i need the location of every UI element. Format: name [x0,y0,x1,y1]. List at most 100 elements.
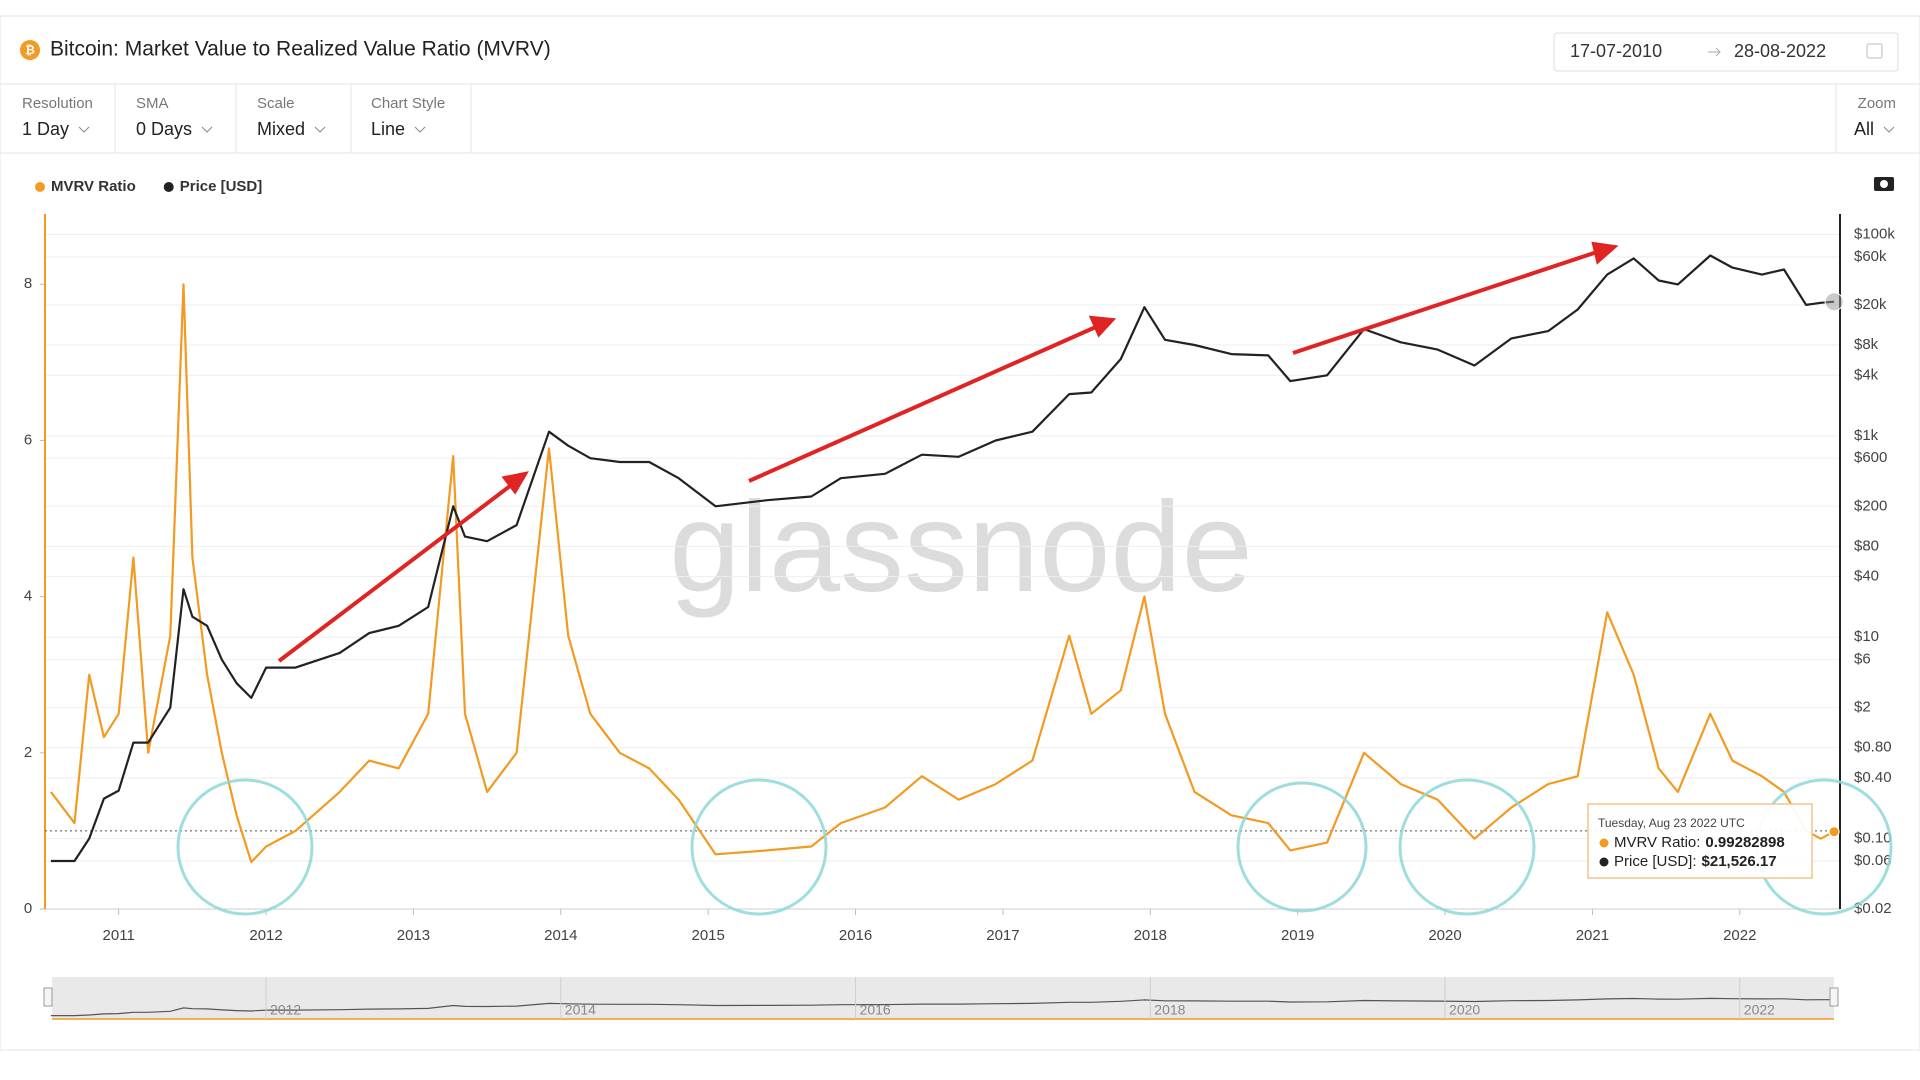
control-value[interactable]: Line [371,119,405,139]
y2-tick-label: $1k [1854,427,1879,444]
calendar-icon[interactable] [1866,43,1883,59]
navigator-handle[interactable] [1829,987,1839,1007]
control-label: SMA [136,95,169,112]
legend-label: Price [USD] [180,178,263,195]
chart: $100k $60k $20k $8k $4k $1k $600 $200 $80 $40 $10 $… [24,178,1896,944]
x-tick-label: 2018 [1134,927,1167,944]
x-tick-label: 2013 [397,927,430,944]
range-arrow-head [1715,47,1721,57]
navigator-handle[interactable] [43,987,53,1007]
y2-tick-label: $200 [1854,497,1887,514]
series-line [50,283,1835,864]
navigator-label: 2018 [1154,1002,1185,1018]
annotations [277,241,1619,663]
x-tick-label: 2022 [1723,927,1756,944]
y2-tick-label: $8k [1854,336,1879,353]
control-value[interactable]: Mixed [257,119,305,139]
y2-tick-label: $0.02 [1854,900,1892,917]
date-range[interactable] [1553,32,1899,72]
y2-tick-label: $10 [1854,628,1879,645]
arrow [1292,250,1598,355]
y2-tick-label: $6 [1854,651,1871,668]
navigator: 2012 2014 2016 2018 2020 2022 [43,977,1839,1020]
tooltip-row: Price [USD]: $21,526.17 [1614,853,1777,870]
navigator-label: 2014 [565,1002,596,1018]
y2-tick-label: $0.06 [1854,852,1892,869]
y2-tick-label: $100k [1854,226,1895,243]
watermark: glassnode [669,476,1253,619]
tooltip: Tuesday, Aug 23 2022 UTC MVRV Ratio: 0.992… [1587,803,1813,879]
navigator-label: 2012 [270,1002,301,1018]
legend-swatch [163,182,174,192]
control-value[interactable]: 0 Days [136,119,192,139]
x-tick-label: 2021 [1576,927,1609,944]
y2-tick-label: $600 [1854,449,1887,466]
arrow-head [1088,315,1117,338]
circle [1398,778,1536,916]
tooltip-date: Tuesday, Aug 23 2022 UTC [1598,816,1745,830]
series-line [50,254,1835,863]
x-tick-label: 2016 [839,927,872,944]
y-tick-label: 8 [24,275,32,292]
camera-lens [1880,180,1888,188]
y2-tick-label: $0.80 [1854,739,1892,756]
x-tick-label: 2011 [103,927,135,944]
control-label: Scale [257,95,295,112]
arrow-head [501,471,529,495]
circle [690,778,828,916]
control-value[interactable]: 1 Day [22,119,69,139]
title: Bitcoin: Market Value to Realized Value … [50,38,551,61]
navigator-label: 2016 [860,1002,891,1018]
x-tick-label: 2014 [544,927,577,944]
tooltip-swatch [1599,857,1609,867]
chevron [414,126,426,133]
tooltip-box [1587,803,1813,879]
chevron [201,126,213,133]
y2-tick-label: $0.40 [1854,769,1892,786]
y-tick-label: 2 [24,744,32,761]
y2-tick-label: $20k [1854,296,1887,313]
bitcoin-icon-glyph: ₿ [25,43,35,57]
navigator-label: 2020 [1449,1002,1480,1018]
x-tick-label: 2015 [691,927,724,944]
tooltip-value: $21,526.17 [1702,853,1777,870]
navigator-line [50,997,1835,1017]
y2-tick-label: $60k [1854,248,1887,265]
x-tick-label: 2020 [1428,927,1461,944]
tooltip-swatch [1599,838,1609,848]
zoom-value[interactable]: All [1854,119,1874,139]
tooltip-row: MVRV Ratio: 0.99282898 [1614,834,1785,851]
legend-label: MVRV Ratio [51,178,136,195]
y-tick-label: 6 [24,431,32,448]
tooltip-label: MVRV Ratio: [1614,834,1700,851]
date-from: 17-07-2010 [1570,41,1662,61]
y2-tick-label: $4k [1854,366,1879,383]
date-to: 28-08-2022 [1734,41,1826,61]
chevron [314,126,326,133]
x-tick-label: 2017 [986,927,1019,944]
controls: Resolution 1 Day SMA 0 Days Scale Mixed Chart … [22,84,1896,153]
circle [176,778,314,916]
tooltip-label: Price [USD]: [1614,853,1697,870]
arrow-head [1591,241,1619,265]
control-label: Resolution [22,95,93,112]
zoom-label: Zoom [1858,95,1896,112]
y2-tick-label: $80 [1854,537,1879,554]
chevron [1883,126,1895,133]
arrow [277,481,516,663]
y2-tick-label: $2 [1854,699,1871,716]
circle [1236,781,1368,913]
chevron [78,126,90,133]
y2-tick-label: $0.10 [1854,830,1892,847]
hover-marker [1824,292,1844,312]
navigator-bg [52,977,1834,1019]
y2-tick-label: $40 [1854,568,1879,585]
legend-swatch [35,182,45,192]
navigator-label: 2022 [1744,1002,1775,1018]
y-tick-label: 4 [24,588,32,605]
tooltip-value: 0.99282898 [1705,834,1784,851]
hover-marker [1828,826,1840,838]
x-tick-label: 2012 [249,927,282,944]
